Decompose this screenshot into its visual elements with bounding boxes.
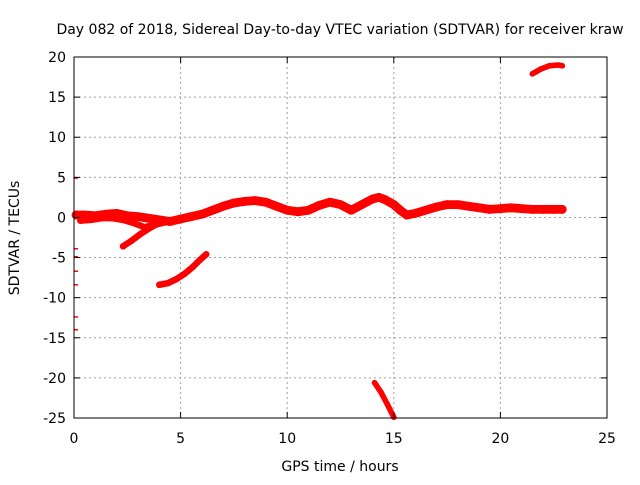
data-point xyxy=(261,197,271,207)
data-point xyxy=(546,63,553,69)
data-point xyxy=(378,389,384,396)
data-point xyxy=(162,218,169,225)
data-point xyxy=(119,216,127,224)
data-point xyxy=(282,205,292,215)
data-point xyxy=(144,213,154,223)
data-point xyxy=(133,212,143,222)
data-point xyxy=(87,216,95,224)
data-point xyxy=(453,200,463,210)
data-point xyxy=(314,200,324,210)
chart-title: Day 082 of 2018, Sidereal Day-to-day VTE… xyxy=(56,22,623,38)
y-tick-label: 15 xyxy=(48,90,66,106)
y-tick-label: -25 xyxy=(43,411,66,427)
data-point xyxy=(380,195,390,205)
y-tick-label: 10 xyxy=(48,130,66,146)
data-point xyxy=(336,200,345,210)
data-point xyxy=(145,225,152,232)
data-point xyxy=(325,197,335,207)
data-point xyxy=(538,66,544,72)
data-point xyxy=(190,263,197,270)
y-tick-label: -15 xyxy=(43,331,66,347)
data-point xyxy=(164,280,172,287)
data-point xyxy=(176,214,186,224)
data-point xyxy=(402,210,412,220)
data-point xyxy=(357,200,367,210)
data-point xyxy=(109,215,116,222)
x-axis-label: GPS time / hours xyxy=(281,459,398,475)
data-point xyxy=(485,205,495,214)
data-point xyxy=(197,209,207,219)
y-tick-label: 5 xyxy=(57,170,66,186)
data-point xyxy=(549,205,559,214)
data-point xyxy=(384,401,391,408)
data-point xyxy=(442,200,452,210)
data-point xyxy=(130,219,137,227)
data-point xyxy=(371,379,378,386)
data-point xyxy=(293,207,303,217)
data-point xyxy=(395,205,405,215)
data-point xyxy=(128,237,135,244)
data-point xyxy=(421,205,431,215)
data-point xyxy=(474,203,484,213)
data-point xyxy=(202,251,210,258)
data-point xyxy=(136,231,144,238)
x-tick-label: 10 xyxy=(278,431,296,447)
data-point xyxy=(119,243,127,250)
x-tick-label: 25 xyxy=(598,431,616,447)
data-point xyxy=(272,201,281,211)
x-tick-label: 0 xyxy=(70,431,79,447)
x-tick-label: 20 xyxy=(491,431,509,447)
data-point xyxy=(229,198,239,208)
data-point xyxy=(555,62,561,68)
series-arc-14h-15h xyxy=(371,379,397,421)
data-point xyxy=(410,209,420,218)
data-point xyxy=(432,202,441,212)
data-point xyxy=(181,270,189,277)
data-point xyxy=(208,205,217,215)
data-point xyxy=(559,63,566,69)
data-point xyxy=(218,201,228,211)
data-point xyxy=(153,220,161,228)
y-tick-label: 20 xyxy=(48,50,66,66)
data-point xyxy=(77,217,84,224)
data-point xyxy=(186,212,196,222)
data-point xyxy=(173,276,180,283)
data-point xyxy=(98,215,105,222)
y-tick-label: -10 xyxy=(43,291,66,307)
data-point xyxy=(557,205,567,214)
data-point xyxy=(196,256,203,264)
data-point xyxy=(517,204,527,214)
data-point xyxy=(495,204,505,214)
data-point xyxy=(529,71,536,77)
data-point xyxy=(304,205,313,215)
x-tick-label: 15 xyxy=(385,431,403,447)
x-tick-label: 5 xyxy=(176,431,185,447)
data-point xyxy=(527,205,537,214)
data-point xyxy=(346,205,356,215)
data-point xyxy=(250,196,260,206)
data-point xyxy=(506,203,516,213)
data-point xyxy=(538,205,548,214)
y-tick-label: 0 xyxy=(57,210,66,226)
y-tick-label: -20 xyxy=(43,371,66,387)
y-tick-label: -5 xyxy=(52,251,66,267)
data-point xyxy=(389,200,399,210)
data-point xyxy=(240,196,249,206)
data-point xyxy=(464,201,473,211)
plot-frame xyxy=(73,56,608,419)
y-axis-label: SDTVAR / TECUs xyxy=(7,181,23,296)
data-point xyxy=(156,281,163,289)
